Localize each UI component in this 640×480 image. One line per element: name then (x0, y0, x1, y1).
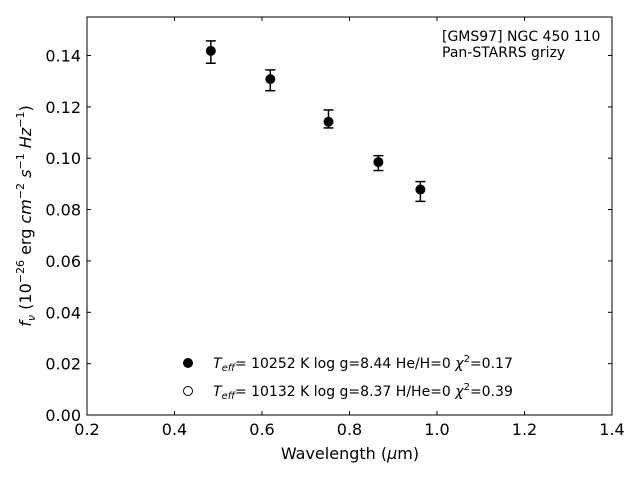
legend: Teff= 10252 K log g=8.44 He/H=0 χ2=0.17 … (183, 354, 513, 402)
y-tick-label: 0.00 (45, 406, 81, 425)
data-point (415, 184, 426, 195)
x-axis-label: Wavelength (μm) (281, 444, 419, 463)
x-tick-label: 0.2 (74, 420, 99, 439)
x-tick-label: 0.6 (249, 420, 274, 439)
y-tick-label: 0.08 (45, 201, 81, 220)
y-axis-label: fν (10−26 erg cm−2 s−1 Hz−1) (14, 105, 38, 326)
y-tick-label: 0.06 (45, 252, 81, 271)
x-tick-label: 0.4 (162, 420, 187, 439)
x-tick-label: 0.8 (337, 420, 362, 439)
x-tick-label: 1.2 (512, 420, 537, 439)
annotation-line-2: Pan-STARRS grizy (442, 45, 565, 61)
data-layer (205, 40, 426, 203)
data-point (373, 157, 384, 168)
data-point (265, 74, 276, 85)
x-tick-label: 1.0 (424, 420, 449, 439)
plot-frame (86, 16, 613, 416)
legend-entry-1: Teff= 10252 K log g=8.44 He/H=0 χ2=0.17 (213, 354, 513, 374)
y-tick-label: 0.04 (45, 303, 81, 322)
y-tick-label: 0.10 (45, 149, 81, 168)
data-point (205, 45, 216, 56)
y-tick-label: 0.14 (45, 47, 81, 66)
y-tick-label: 0.02 (45, 355, 81, 374)
legend-entry-2: Teff= 10132 K log g=8.37 H/He=0 χ2=0.39 (213, 382, 513, 402)
tick-layer: 0.2 0.4 0.6 0.8 1.0 1.2 1.4 0.00 0.02 0.04 0.06 0.0… (45, 17, 625, 439)
data-point (323, 116, 334, 127)
legend-marker-filled (183, 358, 193, 368)
annotation-line-1: [GMS97] NGC 450 110 (442, 29, 600, 45)
x-tick-label: 1.4 (599, 420, 624, 439)
legend-marker-open (183, 386, 193, 396)
y-tick-label: 0.12 (45, 98, 81, 117)
